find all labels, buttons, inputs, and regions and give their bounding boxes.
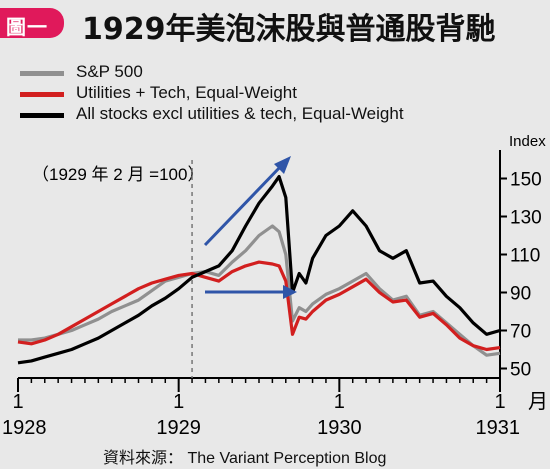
legend-label-all-stocks: All stocks excl utilities & tech, Equal-… [76,104,404,123]
base-annotation: （1929 年 2 月 =100） [32,165,204,184]
legend-swatch-all-stocks [20,113,64,118]
legend-label-util-tech: Utilities + Tech, Equal-Weight [76,83,297,102]
x-tick-month-label: 1 [12,391,23,413]
x-tick-year-label: 1929 [156,417,201,439]
y-tick-label: 90 [510,284,531,305]
legend-label-sp500: S&P 500 [76,62,143,81]
x-tick-year-label: 1928 [2,417,47,439]
x-tick-month-label: 1 [334,391,345,413]
y-tick-label: 70 [510,322,531,343]
source-note: 資料來源： The Variant Perception Blog [103,450,387,467]
x-tick-year-label: 1931 [476,417,521,439]
series-line-sp500 [18,224,501,357]
x-axis-unit-label: 月 [528,391,548,413]
arrow-flat-head [283,285,297,299]
series-line-util-tech [17,260,501,352]
y-tick-label: 130 [510,208,542,229]
legend-swatch-sp500 [20,71,64,76]
x-tick-month-label: 1 [173,391,184,413]
x-tick-month-label: 1 [494,391,505,413]
trend-arrows [203,156,297,299]
chart-title: 1929年美泡沫股與普通股背馳 [82,12,496,47]
series-line-all-stocks [17,175,501,365]
figure-badge: 圖一 [0,8,64,39]
figure-badge-label: 圖一 [6,15,48,39]
x-tick-year-label: 1930 [317,417,362,439]
arrow-up-head [274,156,291,174]
y-tick-label: 50 [510,360,531,381]
arrow-up-line [203,163,284,247]
legend-swatch-util-tech [20,92,64,97]
y-tick-label: 110 [510,246,540,267]
y-tick-label: 150 [510,170,542,191]
y-axis-unit-label: Index [509,133,546,150]
